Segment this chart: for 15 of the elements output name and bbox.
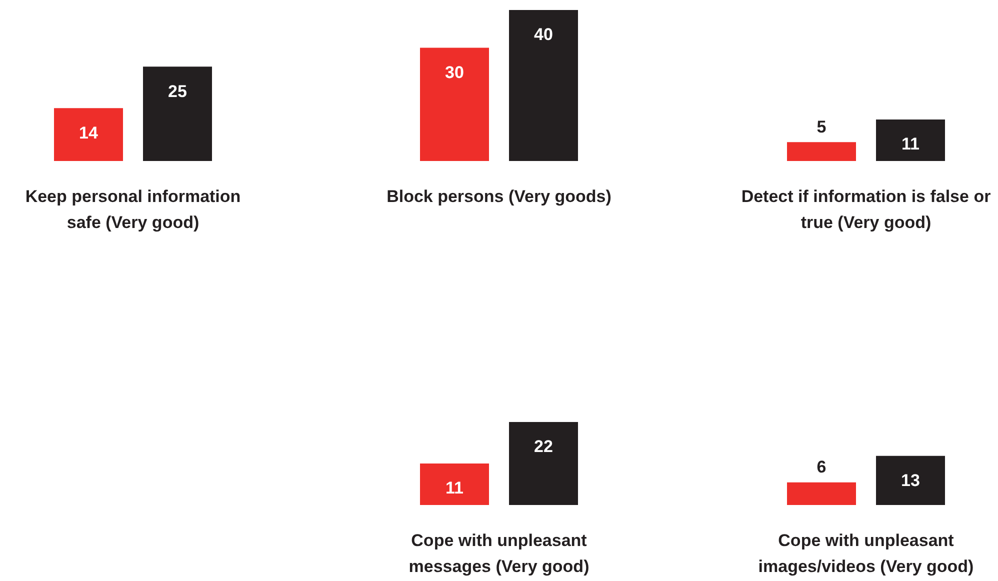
- data-label: 25: [168, 82, 187, 101]
- data-label: 14: [79, 123, 98, 142]
- data-label: 11: [446, 478, 464, 498]
- data-label: 5: [816, 117, 826, 136]
- x-axis-title: Block persons (Very goods): [386, 187, 612, 206]
- data-label: 40: [534, 25, 553, 44]
- x-axis-title: Keep personal information safe (Very good): [25, 187, 241, 232]
- data-label: 11: [902, 134, 920, 154]
- x-axis-title: Cope with unpleasant messages (Very good): [408, 531, 590, 576]
- data-label: 6: [816, 458, 826, 477]
- data-label: 22: [534, 437, 553, 456]
- data-label: 13: [901, 471, 920, 490]
- x-axis-title: Cope with unpleasant images/videos (Very good): [758, 531, 974, 576]
- x-axis-title: Detect if information is false or true (Very good): [741, 187, 992, 232]
- data-label: 30: [445, 62, 464, 82]
